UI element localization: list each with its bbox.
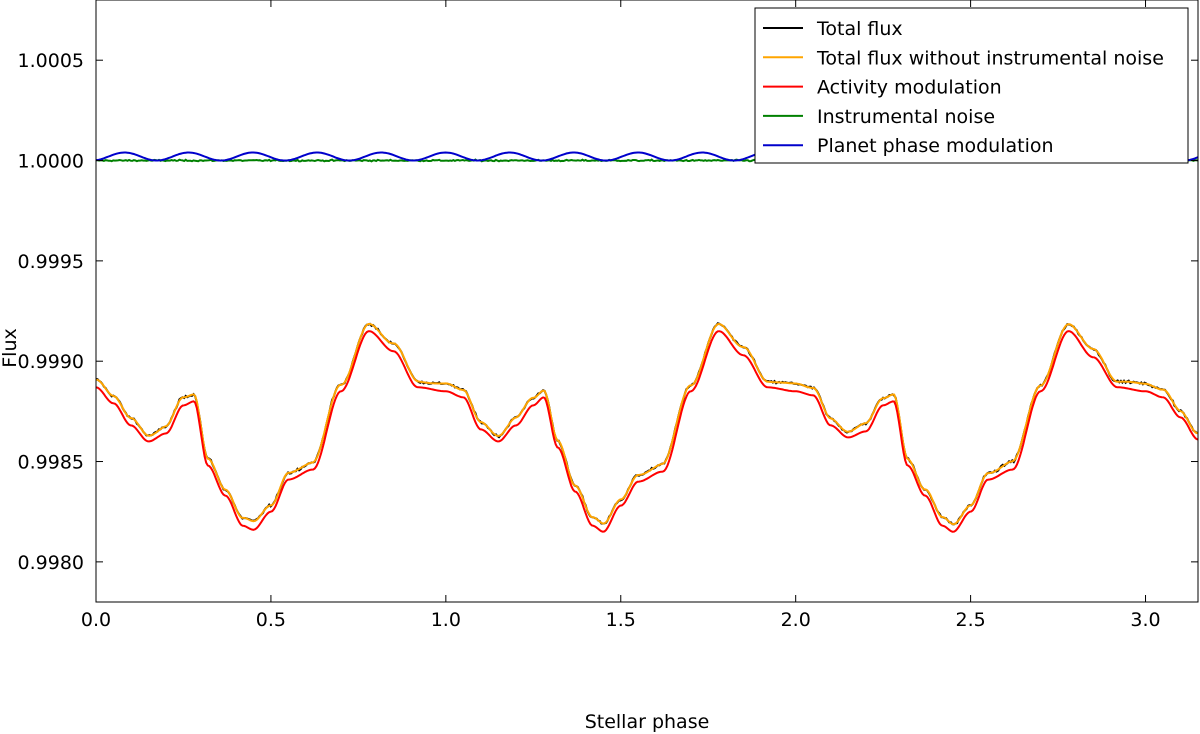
legend-item: Instrumental noise — [763, 106, 995, 128]
y-tick-label: 0.9990 — [18, 351, 84, 373]
x-tick-label: 2.5 — [955, 609, 985, 631]
y-axis: 0.9980 0.9985 0.9990 0.9995 1.0000 1.0005 — [18, 50, 1198, 574]
y-axis-label: Flux — [0, 328, 21, 368]
legend-label: Total flux without instrumental noise — [816, 47, 1164, 69]
x-tick-label: 1.5 — [606, 609, 636, 631]
legend-label: Planet phase modulation — [817, 135, 1054, 157]
x-tick-label: 1.0 — [431, 609, 461, 631]
y-tick-label: 1.0000 — [18, 151, 84, 173]
y-tick-label: 0.9995 — [18, 251, 84, 273]
x-tick-label: 0.0 — [81, 609, 111, 631]
y-tick-label: 0.9985 — [18, 452, 84, 474]
legend-label: Total flux — [816, 18, 903, 40]
x-axis-label: Stellar phase — [585, 711, 710, 733]
series-line-activity-modulation — [96, 330, 1198, 533]
x-axis: 0.0 0.5 1.0 1.5 2.0 2.5 3.0 — [81, 0, 1161, 631]
x-tick-label: 3.0 — [1130, 609, 1160, 631]
y-tick-label: 0.9980 — [18, 552, 84, 574]
x-tick-label: 2.0 — [781, 609, 811, 631]
legend-label: Instrumental noise — [817, 106, 995, 128]
x-tick-label: 0.5 — [256, 609, 286, 631]
legend-item: Total flux — [763, 18, 903, 40]
legend: Total flux Total flux without instrumenta… — [754, 7, 1189, 164]
series-layer — [96, 151, 1198, 533]
legend-item: Activity modulation — [763, 77, 1002, 99]
legend-label: Activity modulation — [817, 77, 1002, 99]
series-line-total-flux-without-noise — [96, 322, 1198, 526]
y-tick-label: 1.0005 — [18, 50, 84, 72]
legend-item: Planet phase modulation — [763, 135, 1054, 157]
plot-frame — [95, 0, 1199, 603]
legend-item: Total flux without instrumental noise — [763, 47, 1164, 69]
series-line-total-flux — [96, 322, 1198, 526]
legend-box — [754, 7, 1189, 164]
